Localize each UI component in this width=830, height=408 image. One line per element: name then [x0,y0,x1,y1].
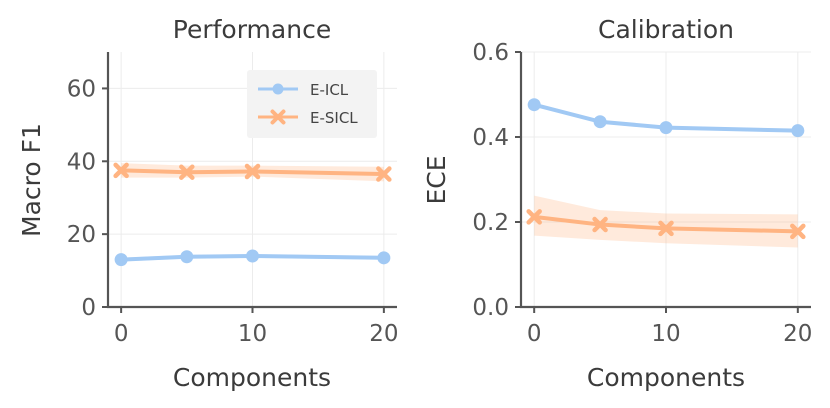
data-point-e-sicl [526,209,542,225]
y-tick-label: 40 [67,149,96,175]
y-tick-label: 0 [81,295,96,321]
series-line-e-sicl [532,214,800,234]
x-tick-label: 0 [527,321,542,347]
data-point-e-sicl [244,163,261,180]
confidence-band-e-sicl [534,195,798,248]
y-tick-label: 0.2 [472,210,509,236]
data-point-e-icl [377,251,391,265]
data-point-e-icl [114,253,128,267]
series-line-e-icl [119,254,386,262]
data-point-e-icl [180,250,194,264]
x-tick-label: 0 [114,321,129,347]
data-point-e-icl [659,121,673,135]
y-tick-label: 20 [67,222,96,248]
x-axis-label: Components [587,363,745,392]
y-tick-label: 0.0 [472,295,509,321]
data-point-e-sicl [113,162,129,179]
series-line-e-sicl [119,168,386,177]
chart-title: Performance [173,15,331,44]
y-axis-label: Macro F1 [17,123,46,237]
y-tick-label: 0.6 [472,40,509,66]
legend-marker-e-icl [272,83,284,95]
calibration-panel: Calibration Components ECE 0 10 20 0.0 0.2 0.… [422,15,812,392]
data-point-e-sicl [790,223,806,240]
y-tick-label: 60 [67,76,96,102]
data-point-e-icl [593,115,607,129]
x-tick-label: 20 [783,321,812,347]
legend-label-e-icl: E-ICL [310,81,349,99]
x-tick-label: 20 [369,321,398,347]
data-point-e-sicl [658,220,674,237]
legend: E-ICL E-SICL [247,70,377,138]
data-point-e-sicl [376,166,392,182]
y-axis-label: ECE [422,155,451,204]
series-line-e-icl [532,102,800,133]
chart-title: Calibration [598,15,734,44]
legend-label-e-sicl: E-SICL [310,109,358,127]
data-point-e-sicl [592,216,608,233]
y-tick-label: 0.4 [472,125,509,151]
data-point-e-icl [246,249,259,263]
data-point-e-sicl [179,164,195,180]
x-tick-label: 10 [651,321,680,347]
data-point-e-icl [791,124,805,138]
legend-marker-e-sicl [270,109,286,125]
data-point-e-icl [527,98,541,112]
plot-area: 0 10 20 0.0 0.2 0.4 0.6 [472,40,812,347]
x-tick-label: 10 [238,321,267,347]
x-axis-label: Components [173,363,331,392]
